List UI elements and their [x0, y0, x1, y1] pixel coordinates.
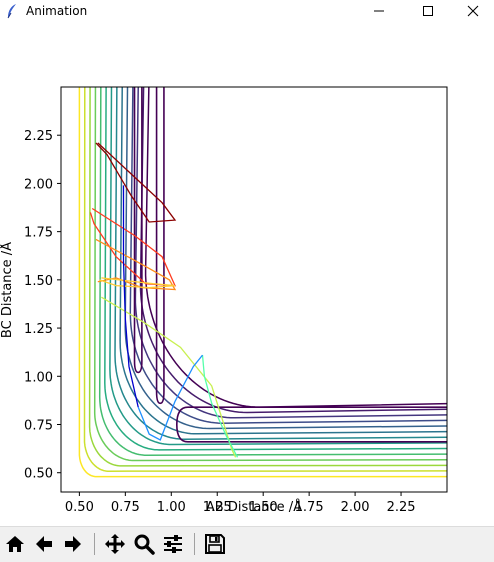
feather-icon — [7, 4, 16, 19]
trajectory-segment — [95, 142, 177, 223]
configure-subplots-button[interactable] — [160, 530, 186, 558]
x-tick-label: 0.50 — [65, 500, 94, 515]
maximize-icon — [423, 6, 433, 16]
minimize-icon — [374, 10, 384, 12]
contour-line — [133, 87, 143, 374]
y-tick-label: 1.75 — [24, 226, 53, 241]
contour-line — [78, 87, 447, 478]
contour-line — [104, 87, 447, 451]
x-tick-label: 1.75 — [295, 500, 324, 515]
save-icon — [205, 534, 225, 554]
y-tick-label: 2.25 — [24, 129, 53, 144]
contour-line — [144, 87, 447, 408]
arrow-right-icon — [65, 536, 81, 552]
contour-line — [83, 87, 447, 472]
x-axis-label: AB Distance /Å — [206, 499, 302, 515]
sliders-icon — [164, 535, 182, 553]
title-bar: Animation — [0, 0, 494, 22]
x-tick-label: 2.00 — [341, 500, 370, 515]
home-button[interactable] — [2, 530, 28, 558]
arrow-left-icon — [36, 536, 52, 552]
y-axis: 0.50 0.75 1.00 1.25 1.50 1.75 2.00 2.25 — [24, 129, 61, 482]
window-title: Animation — [26, 4, 88, 18]
x-tick-label: 1.50 — [249, 500, 278, 515]
contour-line — [109, 87, 447, 446]
maximize-button[interactable] — [405, 0, 451, 22]
x-tick-label: 1.00 — [157, 500, 186, 515]
trajectory-segment — [101, 296, 237, 458]
trajectory-segment — [137, 354, 204, 441]
toolbar-separator — [94, 533, 95, 555]
zoom-button[interactable] — [131, 530, 157, 558]
toolbar-separator — [194, 533, 195, 555]
x-tick-label: 1.25 — [203, 500, 232, 515]
plot-area — [61, 87, 447, 492]
home-icon — [6, 536, 24, 552]
y-tick-label: 0.75 — [24, 419, 53, 434]
contour-line — [93, 87, 447, 462]
trajectory — [89, 142, 239, 458]
contour-line — [88, 87, 447, 467]
trajectory-segment — [95, 238, 177, 291]
trajectory-segment — [201, 355, 239, 458]
trajectory-segment — [122, 185, 139, 408]
contour-line — [155, 87, 165, 405]
back-button[interactable] — [31, 530, 57, 558]
move-icon — [105, 534, 125, 554]
x-axis: 0.50 0.75 1.00 1.25 1.50 1.75 2.00 2.25 — [65, 492, 416, 515]
y-tick-label: 2.00 — [24, 177, 53, 192]
navigation-toolbar — [0, 526, 494, 562]
y-tick-label: 1.25 — [24, 322, 53, 337]
x-tick-label: 0.75 — [111, 500, 140, 515]
close-icon — [467, 5, 479, 17]
y-tick-label: 1.50 — [24, 274, 53, 289]
x-tick-label: 2.25 — [387, 500, 416, 515]
trajectory-segment — [99, 277, 176, 289]
close-button[interactable] — [450, 0, 494, 22]
save-button[interactable] — [202, 530, 228, 558]
y-tick-label: 1.00 — [24, 370, 53, 385]
y-axis-label: BC Distance /Å — [0, 242, 15, 338]
y-tick-label: 0.50 — [24, 467, 53, 482]
forward-button[interactable] — [60, 530, 86, 558]
pan-button[interactable] — [102, 530, 128, 558]
contour-line — [114, 87, 447, 440]
minimize-button[interactable] — [356, 0, 402, 22]
zoom-icon — [134, 534, 155, 555]
contour-line — [139, 87, 447, 414]
plot-canvas[interactable]: 0.50 0.75 1.00 1.25 1.50 1.75 2.00 2.25 0.50 0.7… — [0, 22, 494, 526]
contour-line — [175, 406, 447, 443]
contour-line — [98, 87, 447, 456]
contour-lines — [78, 87, 447, 478]
plot-frame — [60, 86, 448, 493]
contour-line — [119, 87, 447, 435]
